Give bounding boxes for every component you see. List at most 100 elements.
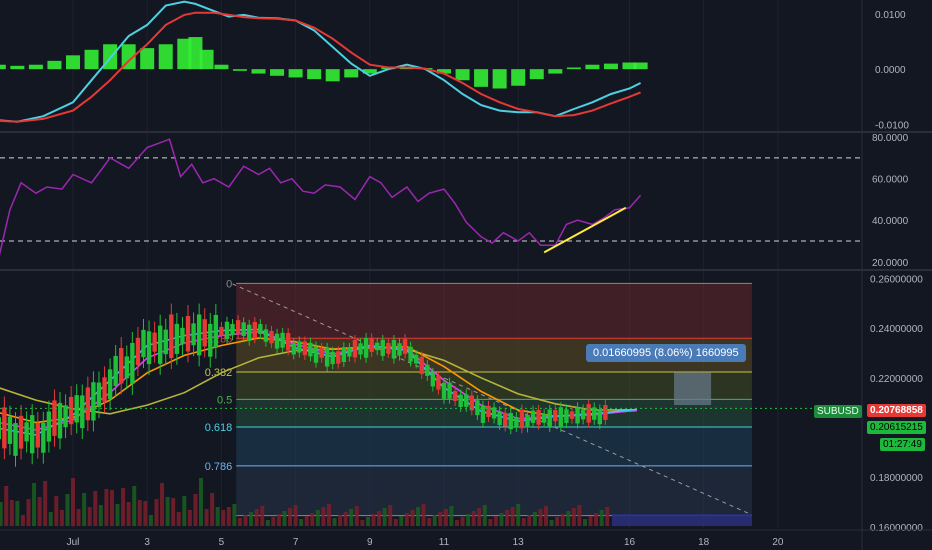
moving-average-1 bbox=[0, 337, 637, 424]
volume-bar bbox=[271, 517, 276, 526]
candle-body bbox=[130, 343, 135, 384]
volume-bar bbox=[260, 506, 265, 526]
volume-bar bbox=[582, 519, 587, 526]
candle-body bbox=[29, 415, 35, 454]
volume-bar bbox=[343, 512, 348, 526]
candle-body bbox=[102, 377, 107, 402]
diagonal-trend-line bbox=[232, 283, 753, 516]
volume-bar bbox=[0, 502, 3, 526]
fib-level-label: 0.5 bbox=[217, 394, 232, 406]
volume-bar bbox=[288, 508, 293, 526]
candle-body bbox=[363, 337, 369, 358]
macd-y-tick: 0.0100 bbox=[875, 10, 906, 21]
x-tick: 9 bbox=[367, 537, 373, 548]
volume-bar bbox=[32, 483, 37, 526]
macd-histogram-bar bbox=[622, 62, 637, 70]
candle-body bbox=[514, 417, 519, 427]
volume-bar bbox=[360, 520, 365, 526]
volume-bar bbox=[71, 478, 75, 526]
candle-body bbox=[308, 342, 313, 357]
rsi-y-tick: 20.0000 bbox=[872, 258, 909, 269]
volume-bar bbox=[471, 511, 476, 526]
candle-body bbox=[575, 407, 580, 424]
rsi-trendline bbox=[543, 206, 627, 254]
candle-body bbox=[230, 324, 235, 336]
volume-bar bbox=[182, 496, 187, 526]
volume-bar bbox=[304, 516, 309, 526]
macd-histogram-bar bbox=[325, 69, 340, 82]
candle-body bbox=[263, 329, 269, 342]
candle-body bbox=[397, 343, 402, 356]
volume-bar bbox=[26, 499, 31, 526]
macd-histogram-bar bbox=[47, 60, 62, 70]
volume-bar bbox=[571, 508, 576, 526]
panel-separator-0 bbox=[0, 131, 932, 133]
candle-body bbox=[452, 391, 458, 401]
candle-body bbox=[285, 333, 291, 351]
x-tick: 13 bbox=[513, 537, 525, 548]
candle-body bbox=[592, 407, 597, 420]
rsi-y-tick: 60.0000 bbox=[872, 175, 909, 186]
fib-level-label: 0.382 bbox=[205, 367, 233, 379]
volume-bar bbox=[466, 514, 471, 526]
candle-body bbox=[402, 339, 408, 354]
macd-panel[interactable] bbox=[0, 0, 648, 123]
candle-body bbox=[386, 343, 391, 353]
volume-bar bbox=[488, 519, 493, 526]
volume-bar bbox=[37, 497, 42, 526]
candle-body bbox=[408, 346, 413, 362]
volume-bar bbox=[549, 520, 554, 526]
volume-bar bbox=[371, 514, 376, 526]
candle-body bbox=[419, 356, 424, 375]
candle-body bbox=[597, 409, 603, 425]
fib-zone-0 bbox=[236, 283, 752, 339]
measure-label: 0.01660995 (8.06%) 1660995 bbox=[586, 344, 746, 362]
volume-bar bbox=[221, 510, 226, 526]
candle-body bbox=[152, 332, 157, 352]
volume-bar bbox=[421, 504, 426, 526]
candle-body bbox=[519, 409, 525, 429]
volume-bar bbox=[427, 518, 432, 526]
macd-histogram-bar bbox=[437, 69, 451, 74]
volume-bar bbox=[65, 494, 70, 526]
volume-bar bbox=[265, 520, 270, 526]
rsi-panel[interactable] bbox=[0, 138, 862, 257]
candle-body bbox=[541, 414, 547, 423]
volume-bar bbox=[404, 513, 409, 526]
candle-body bbox=[380, 339, 385, 356]
candle-body bbox=[430, 372, 436, 387]
macd-histogram-bar bbox=[10, 65, 25, 70]
candle-body bbox=[569, 411, 575, 419]
candle-body bbox=[341, 347, 347, 363]
rsi-y-tick: 40.0000 bbox=[872, 216, 909, 227]
last-price-tag: 0.20768858 bbox=[867, 404, 926, 417]
price-y-tick: 0.16000000 bbox=[870, 523, 923, 534]
candle-body bbox=[224, 321, 230, 340]
candle-body bbox=[547, 409, 552, 427]
macd-histogram-bar bbox=[585, 64, 600, 70]
volume-bar bbox=[416, 507, 421, 526]
candle-body bbox=[196, 314, 202, 356]
candle-body bbox=[269, 330, 274, 344]
volume-bar bbox=[388, 505, 393, 526]
candle-body bbox=[491, 407, 497, 419]
volume-bar bbox=[160, 483, 165, 526]
macd-histogram-bar bbox=[140, 48, 155, 70]
candle-body bbox=[369, 338, 374, 352]
price-tag-2: 0.20615215 bbox=[867, 421, 926, 434]
macd-histogram-bar bbox=[251, 69, 266, 74]
volume-bar bbox=[210, 493, 215, 526]
volume-bar bbox=[382, 508, 387, 526]
candle-body bbox=[235, 320, 241, 334]
macd-histogram-bar bbox=[548, 69, 563, 74]
candle-body bbox=[135, 337, 141, 366]
volume-bar bbox=[9, 500, 14, 526]
macd-histogram-bar bbox=[455, 69, 470, 81]
volume-bar bbox=[254, 509, 259, 526]
candle-body bbox=[558, 407, 564, 428]
volume-bar bbox=[87, 507, 92, 526]
candle-body bbox=[52, 400, 57, 436]
